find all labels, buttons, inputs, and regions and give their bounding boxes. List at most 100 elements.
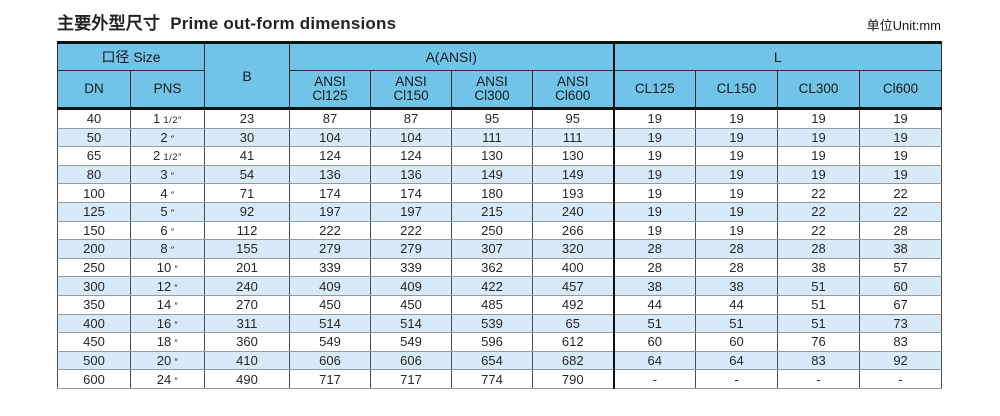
cell-l-cl150: 19 (695, 108, 779, 129)
cell-pns: 6 ″ (130, 220, 205, 241)
cell-dn: 40 (57, 108, 131, 129)
cell-ansi-cl125: 409 (289, 276, 371, 296)
table-row: 350 14 ″ 270 450 450 485 492 44 44 51 67 (57, 294, 943, 315)
cell-l-cl125: 19 (612, 183, 697, 203)
table-row: 200 8 ″ 155 279 279 307 320 28 28 28 38 (57, 239, 943, 259)
cell-ansi-cl125: 339 (289, 257, 371, 278)
cell-pns: 14 ″ (130, 294, 205, 315)
cell-l-cl300: 19 (777, 146, 861, 166)
cell-ansi-cl125: 174 (289, 183, 371, 203)
cell-l-cl600: 60 (859, 276, 943, 296)
cell-ansi-cl150: 104 (370, 127, 452, 148)
table-row: 300 12 ″ 240 409 409 422 457 38 38 51 60 (57, 276, 943, 296)
cell-ansi-cl600: 130 (531, 146, 615, 166)
cell-dn: 50 (57, 127, 131, 148)
cell-ansi-cl300: 95 (451, 108, 533, 129)
cell-pns: 10 ″ (130, 257, 205, 278)
cell-l-cl125: 19 (612, 201, 697, 222)
header-l-group: L (612, 42, 943, 71)
cell-b: 92 (204, 201, 290, 222)
cell-l-cl125: 64 (612, 350, 697, 371)
header-sub-row: DN PNS ANSI Cl125 ANSI Cl150 ANSI Cl300 ANSI Cl… (57, 70, 943, 110)
header-ansi-cl600: ANSI Cl600 (531, 70, 615, 110)
cell-l-cl600: 19 (859, 146, 943, 166)
cell-l-cl600: 22 (859, 183, 943, 203)
cell-ansi-cl600: 240 (531, 201, 615, 222)
header-ansi-cl125: ANSI Cl125 (289, 70, 371, 110)
header-ansi-cl150: ANSI Cl150 (370, 70, 452, 110)
cell-ansi-cl150: 339 (370, 257, 452, 278)
cell-b: 23 (204, 108, 290, 129)
cell-l-cl150: 44 (695, 294, 779, 315)
table-row: 65 2 1/2″ 41 124 124 130 130 19 19 19 19 (57, 146, 943, 166)
page-title-en: Prime out-form dimensions (170, 14, 397, 33)
cell-l-cl300: 51 (777, 313, 861, 334)
cell-l-cl600: 19 (859, 164, 943, 185)
header-a-group: A(ANSI) (288, 42, 615, 71)
cell-dn: 450 (57, 332, 131, 352)
cell-l-cl600: 83 (859, 332, 943, 352)
cell-pns: 3 ″ (130, 164, 205, 185)
cell-ansi-cl300: 111 (451, 127, 533, 148)
cell-l-cl125: 19 (612, 108, 697, 129)
cell-ansi-cl300: 307 (451, 239, 533, 259)
cell-ansi-cl600: 149 (531, 164, 615, 185)
cell-l-cl600: 38 (859, 239, 943, 259)
cell-l-cl600: 67 (859, 294, 943, 315)
cell-dn: 100 (57, 183, 131, 203)
titlebar: 主要外型尺寸 Prime out-form dimensions 单位Unit:m… (0, 0, 1000, 41)
cell-ansi-cl150: 450 (370, 294, 452, 315)
cell-pns: 8 ″ (130, 239, 205, 259)
table-row: 40 1 1/2″ 23 87 87 95 95 19 19 19 19 (57, 108, 943, 129)
cell-l-cl300: 19 (777, 127, 861, 148)
cell-l-cl125: 19 (612, 146, 697, 166)
cell-l-cl150: 28 (695, 239, 779, 259)
cell-ansi-cl300: 422 (451, 276, 533, 296)
cell-l-cl300: 22 (777, 201, 861, 222)
cell-pns: 5 ″ (130, 201, 205, 222)
cell-b: 41 (204, 146, 290, 166)
cell-l-cl600: 57 (859, 257, 943, 278)
cell-ansi-cl300: 654 (451, 350, 533, 371)
cell-l-cl125: 28 (612, 257, 697, 278)
table-row: 250 10 ″ 201 339 339 362 400 28 28 38 57 (57, 257, 943, 278)
cell-b: 201 (204, 257, 290, 278)
cell-ansi-cl150: 124 (370, 146, 452, 166)
cell-ansi-cl150: 174 (370, 183, 452, 203)
cell-l-cl125: - (612, 369, 697, 389)
cell-pns: 4 ″ (130, 183, 205, 203)
cell-l-cl125: 19 (612, 164, 697, 185)
cell-ansi-cl600: 492 (531, 294, 615, 315)
header-b: B (204, 42, 290, 110)
cell-ansi-cl150: 606 (370, 350, 452, 371)
header-l-cl150: CL150 (695, 70, 779, 110)
cell-l-cl300: - (777, 369, 861, 389)
cell-dn: 80 (57, 164, 131, 185)
cell-l-cl150: 19 (695, 183, 779, 203)
cell-ansi-cl600: 266 (531, 220, 615, 241)
cell-ansi-cl150: 279 (370, 239, 452, 259)
cell-b: 155 (204, 239, 290, 259)
cell-pns: 16 ″ (130, 313, 205, 334)
cell-b: 30 (204, 127, 290, 148)
cell-l-cl150: 19 (695, 201, 779, 222)
cell-ansi-cl150: 549 (370, 332, 452, 352)
cell-dn: 500 (57, 350, 131, 371)
cell-pns: 2 ″ (130, 127, 205, 148)
cell-ansi-cl300: 180 (451, 183, 533, 203)
header-size-group: 口径 Size (57, 42, 205, 71)
cell-l-cl150: 19 (695, 127, 779, 148)
cell-ansi-cl300: 596 (451, 332, 533, 352)
table-row: 125 5 ″ 92 197 197 215 240 19 19 22 22 (57, 201, 943, 222)
cell-l-cl150: 60 (695, 332, 779, 352)
table-row: 80 3 ″ 54 136 136 149 149 19 19 19 19 (57, 164, 943, 185)
cell-l-cl150: 38 (695, 276, 779, 296)
cell-b: 311 (204, 313, 290, 334)
cell-l-cl300: 51 (777, 276, 861, 296)
header-l-cl600: Cl600 (859, 70, 943, 110)
cell-l-cl150: - (695, 369, 779, 389)
cell-l-cl125: 28 (612, 239, 697, 259)
cell-ansi-cl125: 104 (289, 127, 371, 148)
cell-l-cl300: 19 (777, 164, 861, 185)
